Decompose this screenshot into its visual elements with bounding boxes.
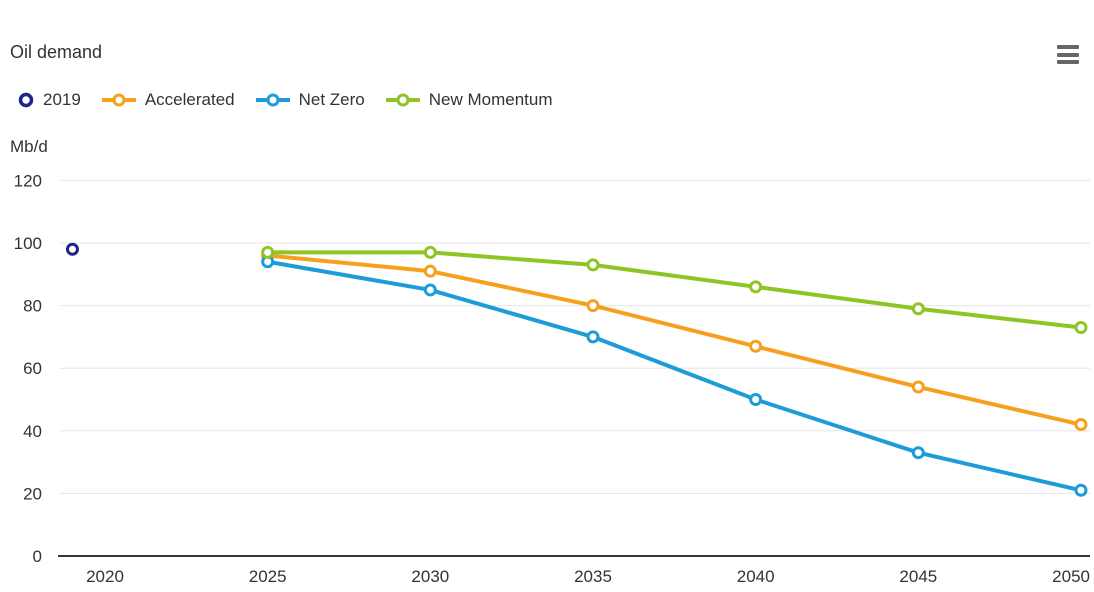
data-point-net-zero-2040[interactable] (749, 393, 763, 406)
data-point-net-zero-2045[interactable] (911, 446, 925, 460)
y-tick-label: 80 (23, 297, 42, 316)
chart-title: Oil demand (10, 42, 103, 62)
data-point-new-momentum-2035[interactable] (586, 258, 600, 272)
legend-marker-icon (101, 93, 136, 107)
x-tick-label: 2025 (249, 567, 287, 586)
x-tick-label: 2040 (737, 567, 775, 586)
legend-item-label: Net Zero (298, 90, 365, 109)
legend-item-new-momentum[interactable]: New Momentum (385, 90, 553, 110)
data-point-accelerated-2035[interactable] (586, 299, 600, 313)
data-point-net-zero-2030[interactable] (423, 283, 437, 297)
legend-marker-icon (18, 92, 34, 108)
x-tick-label: 2050 (1052, 567, 1090, 586)
legend-item-label: 2019 (43, 90, 81, 109)
hamburger-menu-icon (1057, 60, 1079, 64)
y-tick-label: 0 (33, 547, 42, 566)
x-tick-label: 2020 (86, 567, 124, 586)
data-point-net-zero-2050[interactable] (1074, 483, 1088, 497)
data-point-accelerated-2045[interactable] (911, 380, 925, 394)
data-point-new-momentum-2030[interactable] (423, 245, 437, 259)
x-tick-label: 2045 (899, 567, 937, 586)
legend-item-accelerated[interactable]: Accelerated (101, 90, 235, 110)
data-point-net-zero-2035[interactable] (586, 330, 600, 344)
series-line-net-zero[interactable] (265, 259, 1083, 493)
y-tick-label: 120 (14, 171, 42, 190)
y-tick-label: 60 (23, 359, 42, 378)
data-point-accelerated-2030[interactable] (423, 264, 437, 278)
legend-item-net-zero[interactable]: Net Zero (255, 90, 365, 110)
data-point-new-momentum-2025[interactable] (261, 245, 275, 259)
chart-context-menu-button[interactable] (1057, 45, 1081, 64)
hamburger-menu-icon (1057, 45, 1079, 49)
legend-marker-icon (255, 93, 290, 107)
data-point-accelerated-2050[interactable] (1074, 418, 1088, 432)
series-line-accelerated[interactable] (265, 253, 1083, 427)
legend-item-2019[interactable]: 2019 (18, 90, 81, 110)
legend-marker-icon (385, 93, 420, 107)
y-axis-title: Mb/d (10, 137, 48, 156)
x-tick-label: 2035 (574, 567, 612, 586)
series-line-new-momentum[interactable] (265, 250, 1083, 330)
y-tick-label: 40 (23, 422, 42, 441)
y-tick-label: 100 (14, 234, 42, 253)
data-point-new-momentum-2040[interactable] (749, 280, 763, 294)
data-point-new-momentum-2050[interactable] (1074, 321, 1088, 335)
legend-item-label: Accelerated (144, 90, 235, 109)
data-point-2019-2019[interactable] (65, 242, 79, 256)
data-point-accelerated-2040[interactable] (749, 339, 763, 353)
y-tick-label: 20 (23, 484, 42, 503)
data-point-new-momentum-2045[interactable] (911, 302, 925, 316)
chart-legend: 2019 Accelerated Net Zero New Momentum (18, 90, 553, 110)
hamburger-menu-icon (1057, 52, 1079, 57)
x-tick-label: 2030 (411, 567, 449, 586)
legend-item-label: New Momentum (428, 90, 553, 109)
